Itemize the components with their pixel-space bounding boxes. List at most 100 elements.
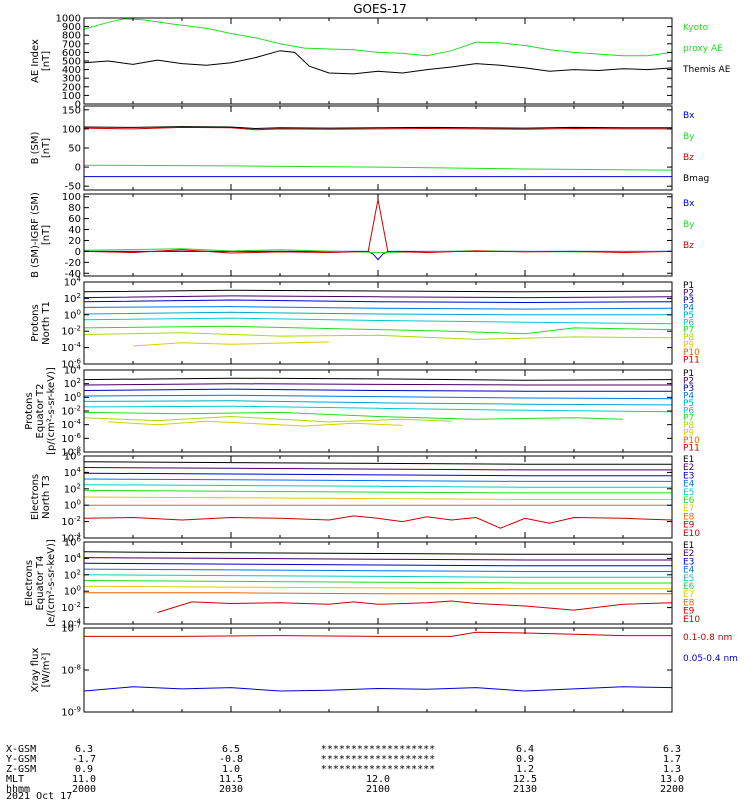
figure-title: GOES-17: [353, 2, 407, 16]
y-tick-label: 10-2: [61, 325, 81, 338]
y-tick-label: 80: [68, 203, 81, 214]
legend-entry: P3: [683, 384, 694, 394]
panel-xray: 10-9 10-8 10-7 Xray flux[W/m²] 0.1-0.8 nm 0.0…: [30, 622, 738, 719]
legend-entry: E6: [683, 582, 695, 592]
y-tick-label: 100: [62, 192, 81, 203]
y-tick-label: 106: [64, 450, 82, 463]
axes-frame: [83, 627, 673, 713]
y-tick-label: 10-2: [61, 601, 81, 614]
series-et4-2: [84, 562, 672, 567]
y-tick-label: 100: [62, 91, 81, 102]
legend-entry: Bz: [683, 153, 694, 163]
legend-entry: P11: [683, 356, 700, 366]
ephem-value: *******************: [321, 744, 435, 755]
ephem-row-label: MLT: [6, 774, 24, 785]
legend-entry: P3: [683, 296, 694, 306]
series-et4-8: [157, 600, 672, 613]
ephem-value: 6.3: [663, 744, 681, 755]
series-pt2-4: [84, 400, 672, 406]
legend-entry: P1: [683, 281, 694, 291]
series-pt1-8: [132, 341, 330, 347]
legend-entry: E3: [683, 557, 694, 567]
legend-entry: P8: [683, 333, 694, 343]
series-pt2-3: [84, 394, 672, 400]
y-tick-label: 100: [64, 585, 81, 598]
ephem-value: 13.0: [660, 774, 684, 785]
y-tick-label: 400: [62, 65, 81, 76]
y-tick-label: 102: [64, 292, 81, 305]
series-bsm-3: [84, 126, 672, 130]
ephem-value: 2030: [219, 784, 243, 795]
series-et4-7: [84, 592, 672, 595]
y-axis-label: ProtonsNorth T1: [30, 301, 52, 345]
legend-entry: E5: [683, 488, 694, 498]
legend-entry: proxy AE: [683, 44, 723, 54]
legend-entry: E8: [683, 598, 695, 608]
ephem-value: 2200: [660, 784, 684, 795]
ephem-value: 1.2: [516, 764, 534, 775]
legend-entry: P2: [683, 288, 694, 298]
legend-entry: E1: [683, 541, 694, 551]
y-tick-label: 102: [64, 482, 81, 495]
legend-entry: E4: [683, 566, 695, 576]
legend-entry: E9: [683, 607, 695, 617]
series-ae-0: [84, 18, 672, 57]
ephem-value: *******************: [321, 764, 435, 775]
series-pt1-6: [84, 325, 672, 335]
ephem-value: 1.3: [663, 764, 681, 775]
legend-entry: P2: [683, 376, 694, 386]
y-tick-label: 106: [64, 536, 82, 549]
legend-entry: E7: [683, 590, 694, 600]
y-tick-label: 10-4: [61, 532, 81, 545]
ephem-value: 0.9: [516, 754, 534, 765]
y-axis-label: B (SM)[nT]: [30, 131, 52, 164]
legend-entry: P9: [683, 429, 694, 439]
ephem-value: 2100: [366, 784, 390, 795]
series-pt2-1: [84, 383, 672, 386]
y-tick-label: 104: [64, 552, 82, 565]
legend-entry: Bz: [683, 241, 694, 251]
ephem-row-label: Z-GSM: [6, 764, 36, 775]
series-et4-1: [84, 557, 672, 561]
series-bsm-1: [84, 164, 672, 171]
legend-entry: By: [683, 220, 695, 230]
legend-entry: P8: [683, 421, 694, 431]
ephem-value: 6.4: [516, 744, 534, 755]
ephem-value: *******************: [321, 754, 435, 765]
legend-entry: Bmag: [683, 174, 709, 184]
y-tick-label: 40: [68, 225, 81, 236]
y-tick-label: 0: [75, 247, 81, 258]
series-pt2-7: [84, 415, 452, 423]
ephem-value: 2000: [72, 784, 96, 795]
series-bsm-2: [84, 126, 672, 131]
y-tick-label: 150: [62, 105, 81, 116]
legend-entry: P9: [683, 341, 694, 351]
ephem-value: 6.5: [222, 744, 240, 755]
y-tick-label: 100: [62, 124, 81, 135]
panel-pt1: 10-6 10-4 10-2 100 102 104 ProtonsNorth T1 P1P2…: [30, 276, 700, 371]
legend-entry: E6: [683, 496, 695, 506]
ephem-row-label: X-GSM: [6, 744, 36, 755]
legend-entry: P4: [683, 391, 694, 401]
y-tick-label: -20: [65, 258, 81, 269]
legend-entry: P6: [683, 406, 694, 416]
y-tick-label: 100: [64, 391, 81, 404]
y-tick-label: -40: [65, 269, 81, 280]
y-tick-label: 1000: [56, 14, 81, 25]
legend-entry: Bx: [683, 199, 695, 209]
series-pt2-8: [108, 420, 403, 427]
legend-entry: E2: [683, 463, 694, 473]
series-pt1-3: [84, 306, 672, 310]
legend-entry: E8: [683, 512, 695, 522]
ephem-value: -0.8: [219, 754, 243, 765]
legend-entry: Bx: [683, 111, 695, 121]
legend-entry: 0.1-0.8 nm: [683, 633, 732, 643]
y-axis-label: ElectronsNorth T3: [30, 474, 52, 520]
legend-entry: P10: [683, 436, 700, 446]
y-axis-label: AE Index[nT]: [30, 39, 52, 83]
series-xray-0: [84, 631, 672, 637]
legend-entry: P4: [683, 303, 694, 313]
